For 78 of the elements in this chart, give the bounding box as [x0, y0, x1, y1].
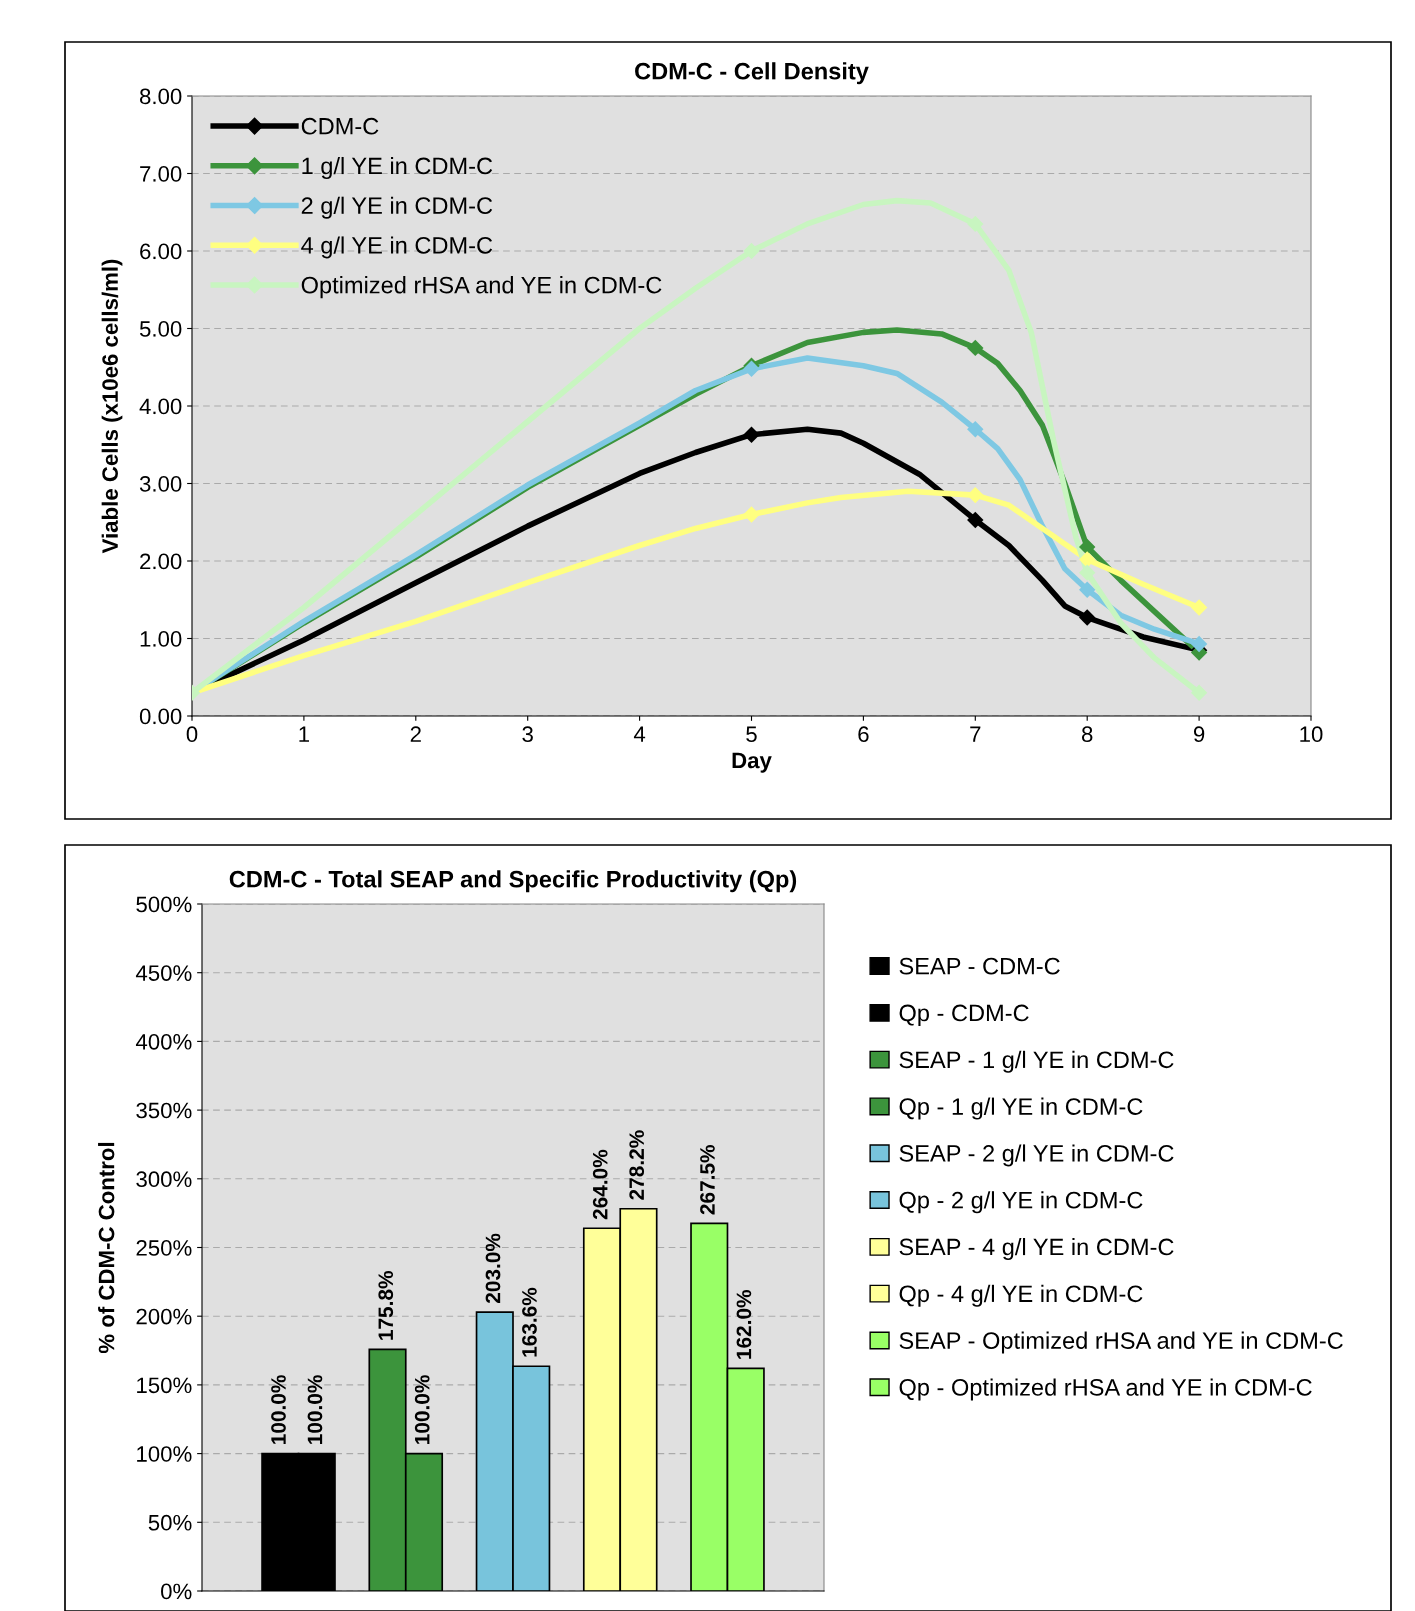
chart-title: CDM-C - Total SEAP and Specific Productivity (Qp) — [229, 870, 797, 893]
data-label: 175.8% — [378, 1271, 394, 1340]
data-label: 203.0% — [485, 1233, 501, 1304]
data-label: 278.2% — [629, 1130, 645, 1200]
legend-label: Qp - Optimized rHSA and YE in CDM-C — [899, 1378, 1312, 1401]
legend-label: Qp - 2 g/l YE in CDM-C — [899, 1191, 1143, 1214]
x-tick-label: 7 — [970, 726, 981, 742]
y-tick-label: 7.00 — [140, 166, 182, 182]
point — [743, 426, 760, 443]
y-tick-label: 2.00 — [140, 553, 182, 570]
x-tick-label: 9 — [1193, 726, 1205, 743]
x-tick-label: 3 — [522, 726, 533, 743]
x-tick-label: 1 — [299, 726, 309, 742]
y-tick-label: 6.00 — [140, 243, 182, 260]
y-tick-label: 350% — [136, 1102, 192, 1119]
point — [743, 360, 760, 378]
point — [967, 215, 984, 233]
point — [1078, 538, 1096, 556]
legend-label: Qp - 4 g/l YE in CDM-C — [899, 1284, 1143, 1307]
data-label: 267.5% — [700, 1145, 715, 1215]
point — [967, 339, 984, 357]
data-label: 264.0% — [592, 1149, 608, 1220]
legend-label: SEAP - CDM-C — [899, 957, 1060, 975]
data-label: 162.0% — [736, 1289, 752, 1359]
point — [967, 511, 984, 529]
x-axis-title: Day — [732, 752, 772, 773]
y-tick-label: 100% — [137, 1446, 192, 1462]
y-axis-title: Viable Cells (x10e6 cells/ml) — [101, 259, 123, 554]
y-tick-label: 8.00 — [140, 88, 182, 105]
data-label: 100.0% — [414, 1375, 430, 1444]
chart-title: CDM-C - Cell Density — [635, 62, 869, 85]
legend-label: SEAP - Optimized rHSA and YE in CDM-C — [899, 1331, 1343, 1354]
y-tick-label: 200% — [136, 1308, 192, 1325]
y-tick-label: 500% — [136, 896, 192, 913]
data-label: 100.0% — [271, 1375, 286, 1444]
point — [967, 486, 984, 504]
legend-label: SEAP - 2 g/l YE in CDM-C — [899, 1144, 1174, 1167]
legend-label: CDM-C — [301, 117, 379, 135]
y-tick-label: 150% — [137, 1377, 192, 1394]
x-tick-label: 10 — [1300, 726, 1323, 743]
x-tick-label: 2 — [410, 726, 421, 742]
y-tick-label: 0.00 — [139, 708, 182, 725]
legend-label: SEAP - 1 g/l YE in CDM-C — [899, 1050, 1174, 1073]
point — [743, 506, 760, 523]
x-tick-label: 5 — [746, 726, 757, 743]
x-tick-label: 8 — [1081, 726, 1093, 743]
point — [967, 421, 984, 438]
legend-label: 1 g/l YE in CDM-C — [302, 156, 493, 179]
y-tick-label: 3.00 — [139, 476, 182, 492]
point — [743, 242, 760, 260]
x-tick-label: 6 — [858, 726, 869, 743]
point — [1190, 635, 1208, 653]
legend-label: 4 g/l YE in CDM-C — [301, 236, 493, 259]
legend-label: Qp - CDM-C — [899, 1004, 1029, 1026]
y-tick-label: 4.00 — [139, 398, 182, 415]
data-label: 163.6% — [522, 1287, 537, 1357]
point — [1078, 609, 1096, 626]
point — [1078, 551, 1096, 568]
point — [1078, 564, 1096, 581]
legend-label: Qp - 1 g/l YE in CDM-C — [899, 1097, 1143, 1120]
legend-label: SEAP - 4 g/l YE in CDM-C — [899, 1238, 1174, 1261]
y-tick-label: 5.00 — [139, 321, 182, 337]
y-tick-label: 300% — [136, 1171, 192, 1188]
data-label: 100.0% — [307, 1375, 323, 1444]
point — [1078, 581, 1096, 598]
legend-label: 2 g/l YE in CDM-C — [301, 196, 493, 219]
x-tick-label: 0 — [186, 726, 198, 743]
y-tick-label: 400% — [135, 1033, 192, 1050]
y-tick-label: 0% — [161, 1583, 192, 1600]
y-tick-label: 450% — [135, 965, 192, 981]
y-tick-label: 250% — [136, 1240, 192, 1256]
point — [1190, 684, 1208, 701]
y-tick-label: 50% — [148, 1514, 192, 1531]
point — [1190, 599, 1208, 616]
y-axis-title: % of CDM-C Control — [98, 1142, 115, 1354]
x-tick-label: 4 — [633, 726, 646, 742]
y-tick-label: 1.00 — [140, 631, 182, 647]
legend-label: Optimized rHSA and YE in CDM-C — [301, 276, 662, 299]
